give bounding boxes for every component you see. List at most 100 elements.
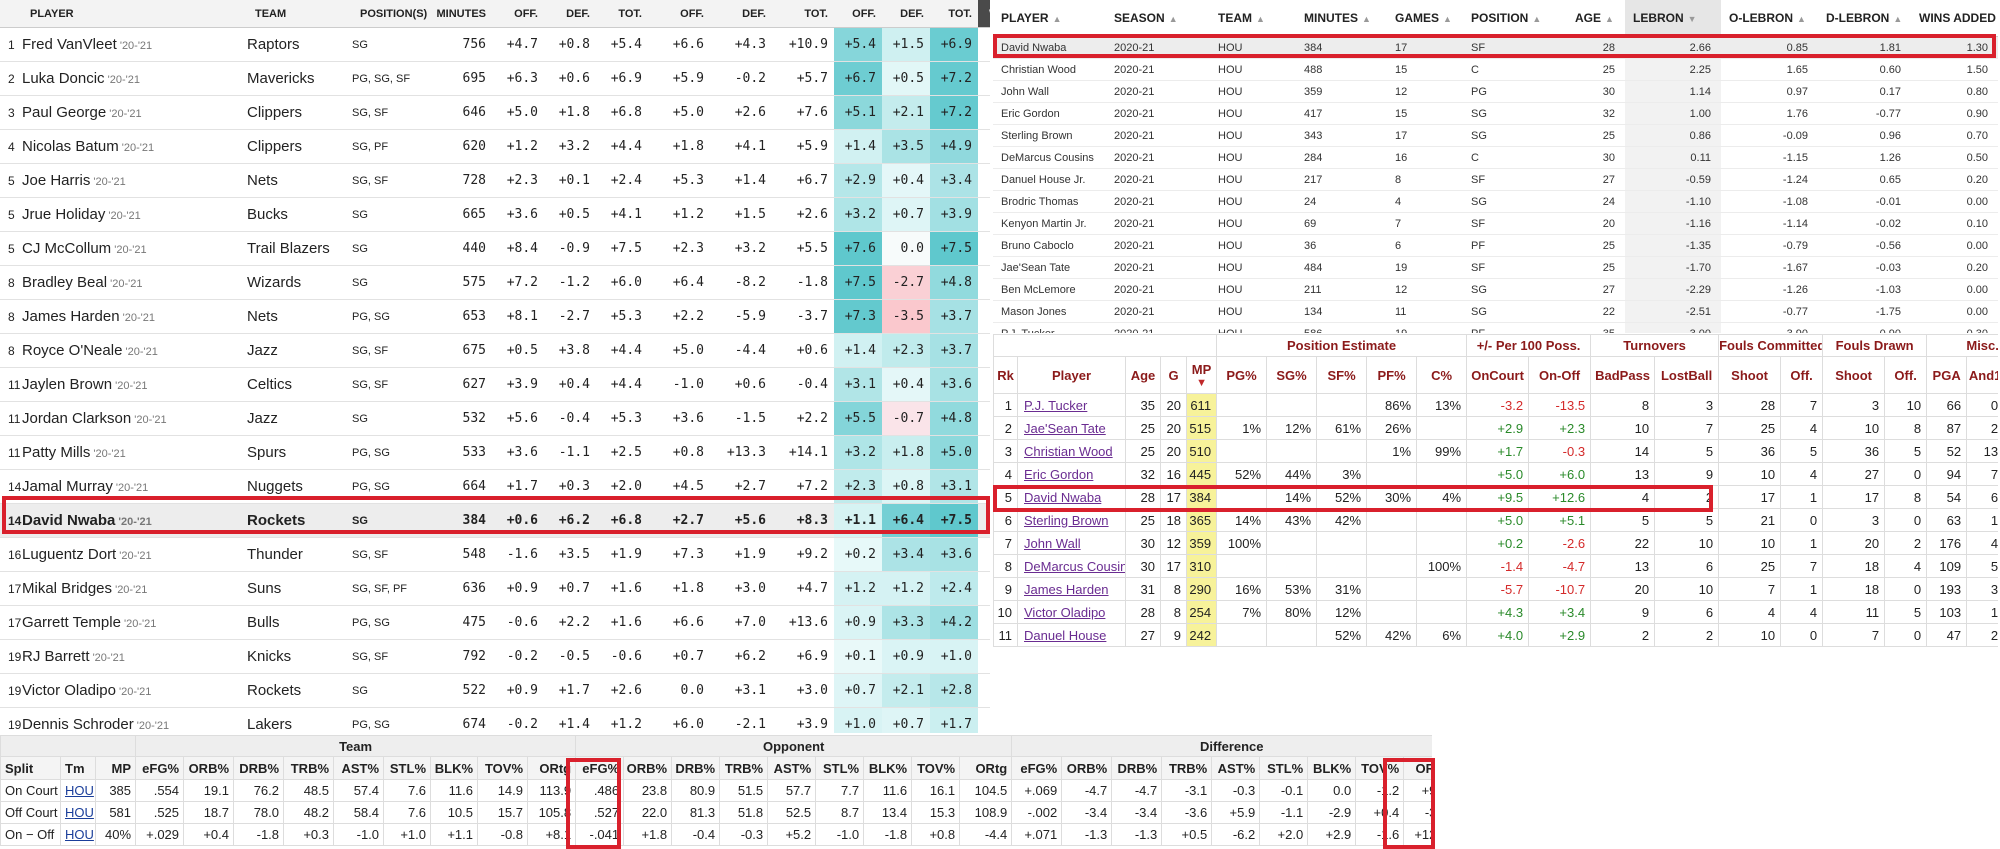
col-header-tm-1[interactable]: Tm bbox=[60, 756, 96, 780]
col-header-mp-4[interactable]: MP ▼ bbox=[1185, 356, 1218, 394]
team-link[interactable]: HOU bbox=[65, 827, 94, 842]
col-header-g-3[interactable]: G bbox=[1160, 356, 1187, 394]
player-link[interactable]: P.J. Tucker bbox=[1024, 397, 1088, 413]
col-header-ortg-29[interactable]: ORtg bbox=[1403, 756, 1432, 780]
col-header-blk-18[interactable]: BLK% bbox=[863, 756, 913, 780]
team-link[interactable]: HOU bbox=[65, 783, 94, 798]
col-header-tot-12[interactable]: TOT. bbox=[930, 0, 978, 28]
col-header-pf-8[interactable]: PF% bbox=[1366, 356, 1418, 394]
player-link[interactable]: James Harden bbox=[1024, 581, 1109, 597]
col-header-ast-25[interactable]: AST% bbox=[1211, 756, 1261, 780]
player-name[interactable]: Jamal Murray bbox=[22, 478, 113, 495]
col-header-off-4[interactable]: OFF. bbox=[492, 0, 544, 28]
player-name-cell[interactable]: Joe Harris '20-'21 bbox=[22, 163, 247, 198]
col-header-stl-8[interactable]: STL% bbox=[383, 756, 432, 780]
player-name-cell[interactable]: James Harden bbox=[1017, 577, 1126, 601]
player-name[interactable]: Fred VanVleet bbox=[22, 36, 117, 53]
col-header-drb-23[interactable]: DRB% bbox=[1111, 756, 1163, 780]
player-link[interactable]: Jae'Sean Tate bbox=[1024, 420, 1106, 436]
player-name[interactable]: Patty Mills bbox=[22, 444, 91, 461]
col-header-efg-21[interactable]: eFG% bbox=[1011, 756, 1063, 780]
team-link-cell[interactable]: HOU bbox=[60, 801, 96, 824]
player-name-cell[interactable]: Eric Gordon bbox=[993, 102, 1106, 125]
player-name-cell[interactable]: David Nwaba bbox=[993, 36, 1106, 59]
team-link-cell[interactable]: HOU bbox=[60, 823, 96, 846]
player-name-cell[interactable]: P.J. Tucker bbox=[993, 322, 1106, 333]
col-header-shoot-16[interactable]: Shoot bbox=[1822, 356, 1886, 394]
player-name-cell[interactable]: Jae'Sean Tate bbox=[993, 256, 1106, 279]
col-header-off-17[interactable]: Off. bbox=[1884, 356, 1928, 394]
player-name-cell[interactable]: DeMarcus Cousins bbox=[993, 146, 1106, 169]
player-link[interactable]: David Nwaba bbox=[1024, 489, 1102, 505]
sort-asc-icon[interactable]: ▲ bbox=[1362, 14, 1371, 24]
col-header-age-2[interactable]: Age bbox=[1125, 356, 1161, 394]
player-name-cell[interactable]: Danuel House Jr. bbox=[993, 168, 1106, 191]
player-name[interactable]: Jordan Clarkson bbox=[22, 410, 132, 427]
col-header-player-1[interactable]: Player bbox=[1017, 356, 1126, 394]
player-name-cell[interactable]: Kenyon Martin Jr. bbox=[993, 212, 1106, 235]
col-header-blk-27[interactable]: BLK% bbox=[1307, 756, 1357, 780]
col-header-on-off-11[interactable]: On-Off bbox=[1528, 356, 1592, 394]
player-name[interactable]: Jrue Holiday bbox=[22, 206, 106, 223]
col-header-sg-6[interactable]: SG% bbox=[1266, 356, 1318, 394]
player-name-cell[interactable]: Sterling Brown bbox=[993, 124, 1106, 147]
player-name[interactable]: Luka Doncic bbox=[22, 70, 105, 87]
col-header-tov-28[interactable]: TOV% bbox=[1355, 756, 1405, 780]
col-header-wins-added[interactable]: WINS ADDED▲ bbox=[1911, 0, 1998, 37]
player-name-cell[interactable]: Royce O'Neale '20-'21 bbox=[22, 333, 247, 368]
col-header-player-0[interactable]: PLAYER bbox=[22, 0, 247, 28]
sort-asc-icon[interactable]: ▲ bbox=[1797, 14, 1806, 24]
player-name[interactable]: Luguentz Dort bbox=[22, 546, 117, 563]
player-name-cell[interactable]: Christian Wood bbox=[993, 58, 1106, 81]
player-name[interactable]: Victor Oladipo bbox=[22, 682, 116, 699]
player-name-cell[interactable]: Brodric Thomas bbox=[993, 190, 1106, 213]
player-name-cell[interactable]: Ben McLemore bbox=[993, 278, 1106, 301]
player-name-cell[interactable]: DeMarcus Cousins bbox=[1017, 554, 1126, 578]
player-name-cell[interactable]: Victor Oladipo '20-'21 bbox=[22, 673, 247, 708]
col-header-orb-22[interactable]: ORB% bbox=[1061, 756, 1113, 780]
player-name-cell[interactable]: Jordan Clarkson '20-'21 bbox=[22, 401, 247, 436]
col-header-games[interactable]: GAMES ▲ bbox=[1387, 0, 1463, 37]
col-header-position-s-2[interactable]: POSITION(S) bbox=[352, 0, 430, 28]
col-header-tot-6[interactable]: TOT. bbox=[596, 0, 648, 28]
col-header-def-5[interactable]: DEF. bbox=[544, 0, 596, 28]
sort-asc-icon[interactable]: ▲ bbox=[1605, 14, 1614, 24]
col-header-drb-14[interactable]: DRB% bbox=[671, 756, 721, 780]
player-name-cell[interactable]: Jamal Murray '20-'21 bbox=[22, 469, 247, 504]
player-name-cell[interactable]: Patty Mills '20-'21 bbox=[22, 435, 247, 470]
col-header-pg-5[interactable]: PG% bbox=[1216, 356, 1268, 394]
player-name-cell[interactable]: Eric Gordon bbox=[1017, 462, 1126, 486]
player-link[interactable]: Sterling Brown bbox=[1024, 512, 1109, 528]
col-header-off-7[interactable]: OFF. bbox=[648, 0, 710, 28]
team-link[interactable]: HOU bbox=[65, 805, 94, 820]
player-name-cell[interactable]: CJ McCollum '20-'21 bbox=[22, 231, 247, 266]
player-name-cell[interactable]: Bruno Caboclo bbox=[993, 234, 1106, 257]
col-header-trb-24[interactable]: TRB% bbox=[1161, 756, 1213, 780]
col-header-trb-6[interactable]: TRB% bbox=[283, 756, 335, 780]
player-name-cell[interactable]: Victor Oladipo bbox=[1017, 600, 1126, 624]
player-name-cell[interactable]: Paul George '20-'21 bbox=[22, 95, 247, 130]
col-header-shoot-14[interactable]: Shoot bbox=[1718, 356, 1782, 394]
col-header-tov-10[interactable]: TOV% bbox=[477, 756, 529, 780]
player-name-cell[interactable]: Luguentz Dort '20-'21 bbox=[22, 537, 247, 572]
player-name-cell[interactable]: Luka Doncic '20-'21 bbox=[22, 61, 247, 96]
col-header-off-15[interactable]: Off. bbox=[1780, 356, 1824, 394]
sort-asc-icon[interactable]: ▲ bbox=[1256, 14, 1265, 24]
col-header-minutes-3[interactable]: MINUTES bbox=[430, 0, 492, 28]
col-header-lostball-13[interactable]: LostBall bbox=[1654, 356, 1720, 394]
col-header-sf-7[interactable]: SF% bbox=[1316, 356, 1368, 394]
player-name[interactable]: Joe Harris bbox=[22, 172, 91, 189]
player-name[interactable]: Nicolas Batum bbox=[22, 138, 119, 155]
player-name[interactable]: Jaylen Brown bbox=[22, 376, 113, 393]
player-name-cell[interactable]: John Wall bbox=[1017, 531, 1126, 555]
player-name[interactable]: Garrett Temple bbox=[22, 614, 121, 631]
player-name-cell[interactable]: Jae'Sean Tate bbox=[1017, 416, 1126, 440]
player-name-cell[interactable]: Garrett Temple '20-'21 bbox=[22, 605, 247, 640]
col-header-stl-26[interactable]: STL% bbox=[1259, 756, 1309, 780]
col-header-stl-17[interactable]: STL% bbox=[815, 756, 865, 780]
col-header-efg-3[interactable]: eFG% bbox=[135, 756, 185, 780]
col-header-badpass-12[interactable]: BadPass bbox=[1590, 356, 1656, 394]
player-name[interactable]: CJ McCollum bbox=[22, 240, 112, 257]
col-header-d-lebron[interactable]: D-LEBRON ▲ bbox=[1818, 0, 1911, 37]
